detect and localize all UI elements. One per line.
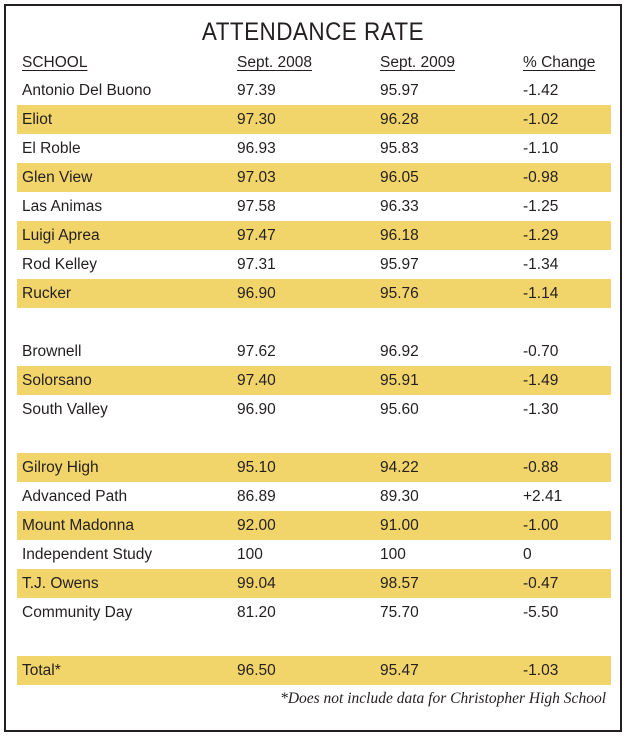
cell-sept-2008: 81.20	[237, 604, 276, 621]
cell-school: Community Day	[22, 604, 133, 621]
cell-change: -1.34	[523, 256, 559, 273]
cell-school: Las Animas	[22, 198, 103, 215]
cell-sept-2009: 95.60	[380, 401, 419, 418]
column-header-sept-2009: Sept. 2009	[380, 54, 455, 71]
cell-sept-2009: 95.97	[380, 256, 419, 273]
table-row: South Valley 96.90 95.60 -1.30	[17, 395, 611, 424]
cell-change: -1.00	[523, 517, 559, 534]
cell-change: 0	[523, 546, 532, 563]
cell-sept-2009: 94.22	[380, 459, 419, 476]
cell-sept-2008: 97.62	[237, 343, 276, 360]
cell-sept-2009: 95.83	[380, 140, 419, 157]
cell-school: Mount Madonna	[22, 517, 135, 534]
cell-change: -1.25	[523, 198, 559, 215]
cell-sept-2009: 89.30	[380, 488, 419, 505]
cell-sept-2008: 97.39	[237, 82, 276, 99]
cell-sept-2009: 96.18	[380, 227, 419, 244]
cell-school: El Roble	[22, 140, 81, 157]
cell-sept-2008: 97.47	[237, 227, 276, 244]
cell-school: Independent Study	[22, 546, 153, 563]
column-header-change: % Change	[523, 54, 596, 71]
cell-school: Rod Kelley	[22, 256, 97, 273]
cell-sept-2009: 95.97	[380, 82, 419, 99]
cell-sept-2009: 96.05	[380, 169, 419, 186]
cell-school: Rucker	[22, 285, 72, 302]
cell-school: South Valley	[22, 401, 108, 418]
cell-sept-2009: 91.00	[380, 517, 419, 534]
cell-sept-2008: 96.90	[237, 401, 276, 418]
cell-sept-2009: 95.76	[380, 285, 419, 302]
cell-change: -1.10	[523, 140, 559, 157]
cell-sept-2008: 97.40	[237, 372, 276, 389]
table-row: Glen View 97.03 96.05 -0.98	[17, 163, 611, 192]
cell-change: -1.49	[523, 372, 559, 389]
cell-sept-2008: 92.00	[237, 517, 276, 534]
table-row: Independent Study 100 100 0	[17, 540, 611, 569]
table-row: Antonio Del Buono 97.39 95.97 -1.42	[17, 76, 611, 105]
cell-change: -1.03	[523, 662, 559, 679]
cell-sept-2009: 95.91	[380, 372, 419, 389]
table-row: Advanced Path 86.89 89.30 +2.41	[17, 482, 611, 511]
cell-change: -1.30	[523, 401, 559, 418]
cell-sept-2009: 98.57	[380, 575, 419, 592]
cell-sept-2008: 97.31	[237, 256, 276, 273]
table-row: Mount Madonna 92.00 91.00 -1.00	[17, 511, 611, 540]
cell-sept-2008: 86.89	[237, 488, 276, 505]
column-header-school: SCHOOL	[22, 54, 88, 71]
table-row: Solorsano 97.40 95.91 -1.49	[17, 366, 611, 395]
cell-change: -0.70	[523, 343, 559, 360]
cell-sept-2008: 97.03	[237, 169, 276, 186]
cell-change: +2.41	[523, 488, 563, 505]
cell-sept-2009: 95.47	[380, 662, 419, 679]
cell-school: Eliot	[22, 111, 53, 128]
cell-change: -0.47	[523, 575, 559, 592]
cell-change: -1.42	[523, 82, 559, 99]
table-row: Rod Kelley 97.31 95.97 -1.34	[17, 250, 611, 279]
table-row: El Roble 96.93 95.83 -1.10	[17, 134, 611, 163]
cell-sept-2009: 75.70	[380, 604, 419, 621]
cell-change: -0.88	[523, 459, 559, 476]
table-row: Rucker 96.90 95.76 -1.14	[17, 279, 611, 308]
footnote: *Does not include data for Christopher H…	[280, 690, 606, 707]
cell-sept-2008: 96.50	[237, 662, 276, 679]
cell-change: -1.14	[523, 285, 559, 302]
cell-sept-2008: 97.58	[237, 198, 276, 215]
table-row: Total* 96.50 95.47 -1.03	[17, 656, 611, 685]
cell-school: T.J. Owens	[22, 575, 99, 592]
table-row: Eliot 97.30 96.28 -1.02	[17, 105, 611, 134]
cell-sept-2008: 96.93	[237, 140, 276, 157]
table-row: Luigi Aprea 97.47 96.18 -1.29	[17, 221, 611, 250]
cell-school: Total*	[22, 662, 61, 679]
cell-sept-2008: 100	[237, 546, 263, 563]
table-title: ATTENDANCE RATE	[201, 18, 425, 46]
cell-sept-2009: 100	[380, 546, 406, 563]
cell-change: -1.29	[523, 227, 559, 244]
cell-school: Solorsano	[22, 372, 92, 389]
cell-sept-2008: 96.90	[237, 285, 276, 302]
cell-school: Advanced Path	[22, 488, 128, 505]
cell-change: -5.50	[523, 604, 559, 621]
cell-sept-2008: 97.30	[237, 111, 276, 128]
table-row: T.J. Owens 99.04 98.57 -0.47	[17, 569, 611, 598]
cell-school: Luigi Aprea	[22, 227, 100, 244]
table-row: Brownell 97.62 96.92 -0.70	[17, 337, 611, 366]
cell-school: Brownell	[22, 343, 82, 360]
attendance-table: ATTENDANCE RATE SCHOOL Sept. 2008 Sept. …	[4, 4, 622, 732]
table-row: Las Animas 97.58 96.33 -1.25	[17, 192, 611, 221]
table-row: Gilroy High 95.10 94.22 -0.88	[17, 453, 611, 482]
table-row: Community Day 81.20 75.70 -5.50	[17, 598, 611, 627]
cell-school: Glen View	[22, 169, 93, 186]
cell-school: Antonio Del Buono	[22, 82, 152, 99]
cell-school: Gilroy High	[22, 459, 99, 476]
column-header-sept-2008: Sept. 2008	[237, 54, 312, 71]
cell-change: -0.98	[523, 169, 559, 186]
cell-sept-2008: 99.04	[237, 575, 276, 592]
cell-sept-2009: 96.28	[380, 111, 419, 128]
cell-change: -1.02	[523, 111, 559, 128]
cell-sept-2009: 96.92	[380, 343, 419, 360]
cell-sept-2009: 96.33	[380, 198, 419, 215]
cell-sept-2008: 95.10	[237, 459, 276, 476]
